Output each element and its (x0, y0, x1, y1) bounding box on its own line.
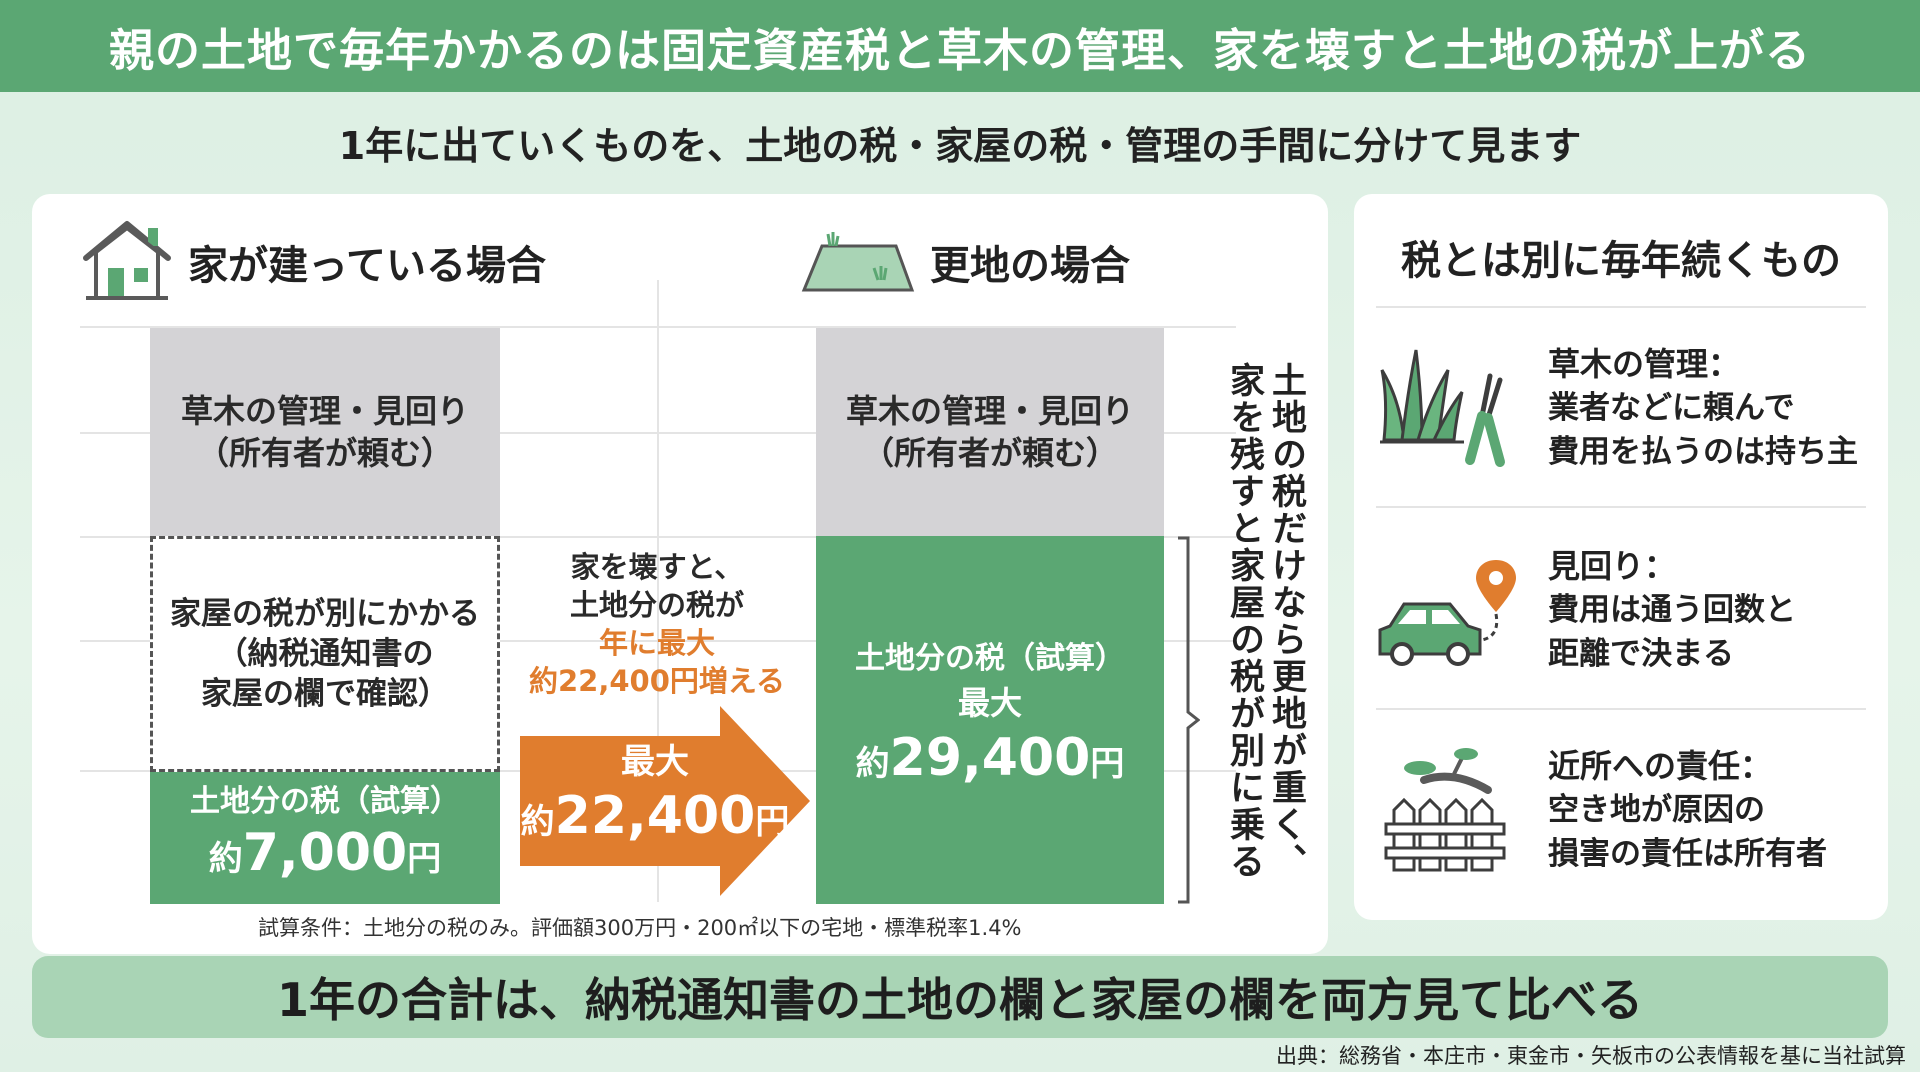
amount-unit: 円 (407, 839, 442, 879)
ongoing-item: 草木の管理： 業者などに頼んで 費用を払うのは持ち主 (1548, 342, 1858, 474)
note-line-highlight: 年に最大 (598, 626, 715, 660)
item-text: 距離で決まる (1548, 636, 1734, 672)
amount-unit: 円 (1090, 744, 1125, 784)
amount-prefix: 約 (520, 802, 555, 842)
item-text: 業者などに頼んで (1548, 390, 1795, 426)
amount-prefix: 約 (208, 839, 243, 879)
land-tax-label: 土地分の税（試算） (855, 641, 1125, 676)
increase-arrow (520, 706, 812, 896)
arrow-amount: 22,400 (554, 786, 756, 846)
divider (1376, 306, 1866, 308)
land-tax-max: 最大 (957, 684, 1022, 722)
note-line-highlight: 約22,400円増える (528, 664, 786, 698)
vacant-management-box: 草木の管理・見回り （所有者が頼む） (816, 328, 1164, 536)
note-line: 家を壊すと、 (570, 550, 744, 584)
fence-branch-icon (1384, 744, 1514, 874)
item-text: 損害の責任は所有者 (1548, 836, 1827, 872)
summary-bar: 1年の合計は、納税通知書の土地の欄と家屋の欄を両方見て比べる (32, 956, 1888, 1038)
vertical-note-2: 家を残すと家屋の税が別に乗る (1224, 362, 1264, 880)
item-title: 近所への責任： (1548, 747, 1773, 785)
vacant-land-tax-amount: 29,400 (889, 728, 1091, 788)
grass-shears-icon (1378, 340, 1518, 470)
ongoing-items-panel (1354, 194, 1888, 920)
page-subtitle: 1年に出ていくものを、土地の税・家屋の税・管理の手間に分けて見ます (338, 123, 1582, 168)
ongoing-items-title: 税とは別に毎年続くもの (1401, 238, 1841, 284)
amount-prefix: 約 (855, 744, 890, 784)
building-tax-sub: （納税通知書の (216, 636, 434, 672)
building-tax-box: 家屋の税が別にかかる （納税通知書の 家屋の欄で確認） (150, 536, 500, 772)
page-title: 親の土地で毎年かかるのは固定資産税と草木の管理、家を壊すと土地の税が上がる (0, 0, 1920, 92)
arrow-note: 家を壊すと、 土地分の税が 年に最大 約22,400円増える (510, 548, 804, 700)
building-tax-label: 家屋の税が別にかかる (170, 596, 480, 632)
item-title: 見回り： (1548, 547, 1677, 585)
ongoing-item: 見回り： 費用は通う回数と 距離で決まる (1548, 544, 1796, 676)
amount-unit: 円 (755, 802, 790, 842)
item-text: 費用は通う回数と (1548, 592, 1796, 628)
arrow-label: 最大 約22,400円 (520, 740, 790, 860)
house-management-box: 草木の管理・見回り （所有者が頼む） (150, 328, 500, 536)
grid-line (657, 280, 659, 902)
divider (1376, 506, 1866, 508)
house-icon (80, 218, 174, 302)
vacant-land-icon (800, 232, 916, 294)
car-location-icon (1376, 556, 1516, 666)
bracket (1176, 536, 1201, 904)
land-tax-label: 土地分の税（試算） (190, 784, 460, 819)
house-case-heading: 家が建っている場合 (188, 243, 546, 289)
house-land-tax-box: 土地分の税（試算） 約7,000円 (150, 772, 500, 904)
building-tax-sub: 家屋の欄で確認） (201, 676, 449, 712)
management-label: 草木の管理・見回り (180, 392, 469, 430)
divider (1376, 708, 1866, 710)
ongoing-item: 近所への責任： 空き地が原因の 損害の責任は所有者 (1548, 744, 1827, 876)
management-sub: （所有者が頼む） (861, 434, 1118, 472)
calculation-conditions: 試算条件：土地分の税のみ。評価額300万円・200㎡以下の宅地・標準税率1.4% (258, 916, 1022, 940)
item-text: 空き地が原因の (1548, 792, 1765, 828)
source-note: 出典：総務省・本庄市・東金市・矢板市の公表情報を基に当社試算 (1276, 1044, 1906, 1068)
management-sub: （所有者が頼む） (196, 434, 453, 472)
house-land-tax-amount: 7,000 (242, 823, 408, 883)
note-line: 土地分の税が (569, 588, 744, 622)
management-label: 草木の管理・見回り (845, 392, 1134, 430)
arrow-max-label: 最大 (621, 742, 689, 782)
vacant-land-tax-box: 土地分の税（試算） 最大 約29,400円 (816, 536, 1164, 904)
vertical-note-1: 土地の税だけなら更地が重く、 (1266, 362, 1306, 880)
vacant-case-heading: 更地の場合 (930, 243, 1130, 289)
item-text: 費用を払うのは持ち主 (1548, 434, 1858, 470)
item-title: 草木の管理： (1548, 345, 1741, 383)
